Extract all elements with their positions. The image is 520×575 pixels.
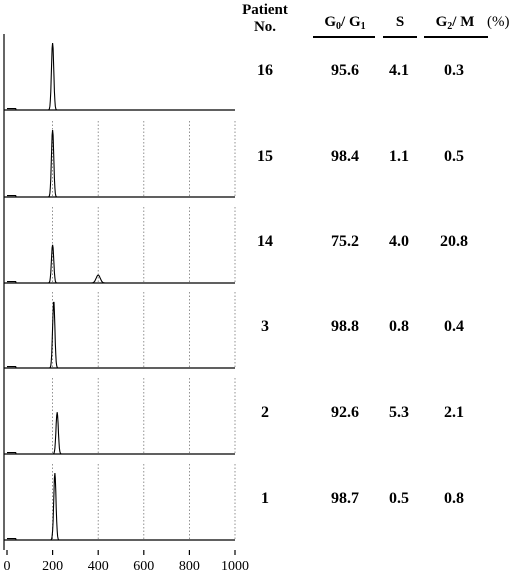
histogram-curve [7,244,235,284]
g0g1-value: 98.7 [331,490,359,507]
histogram-curve [7,301,235,369]
g2m-value: 2.1 [444,404,464,421]
g2m-value: 0.5 [444,148,464,165]
unit-label: (%) [487,14,510,30]
s-value: 0.5 [389,490,409,507]
g0g1-header: G0/ G1 [310,14,380,32]
histogram-curve [7,42,235,111]
patient-number: 2 [261,404,269,421]
g2m-header-g: G [435,14,448,30]
histogram-curve [7,129,235,198]
g0g1-header-sub1: 1 [360,21,366,32]
patient-number: 1 [261,490,269,507]
s-value: 5.3 [389,404,409,421]
g0g1-header-sub0: 0 [336,21,342,32]
g2m-value: 20.8 [440,233,468,250]
x-tick-label: 600 [133,559,154,574]
g2m-header-rule [424,36,488,38]
g0g1-header-sep: / G [341,14,361,30]
x-tick-label: 400 [88,559,109,574]
g0g1-value: 98.8 [331,318,359,335]
histogram-curve [7,412,235,455]
g2m-header-rest: / M [452,14,475,30]
g0g1-header-rule [313,36,375,38]
histogram-curve [7,472,235,541]
s-header: S [395,14,405,30]
x-tick-label: 0 [4,559,11,574]
patient-header: Patient No. [230,2,300,36]
s-value: 0.8 [389,318,409,335]
g0g1-value: 95.6 [331,62,359,79]
patient-number: 3 [261,318,269,335]
g2m-value: 0.8 [444,490,464,507]
s-header-rule [383,36,417,38]
patient-header-line1: Patient [242,2,288,18]
s-value: 4.1 [389,62,409,79]
g2m-header: G2/ M [421,14,489,32]
s-value: 4.0 [389,233,409,250]
patient-number: 16 [257,62,273,79]
g2m-value: 0.4 [444,318,464,335]
g2m-value: 0.3 [444,62,464,79]
patient-number: 15 [257,148,273,165]
x-tick-label: 200 [42,559,63,574]
g0g1-value: 98.4 [331,148,359,165]
patient-number: 14 [257,233,273,250]
g0g1-value: 75.2 [331,233,359,250]
x-tick-label: 1000 [221,559,249,574]
x-tick-label: 800 [179,559,200,574]
g2m-header-sub: 2 [447,21,453,32]
g0g1-value: 92.6 [331,404,359,421]
g0g1-header-g: G [324,14,337,30]
s-value: 1.1 [389,148,409,165]
patient-header-line2: No. [253,19,277,35]
